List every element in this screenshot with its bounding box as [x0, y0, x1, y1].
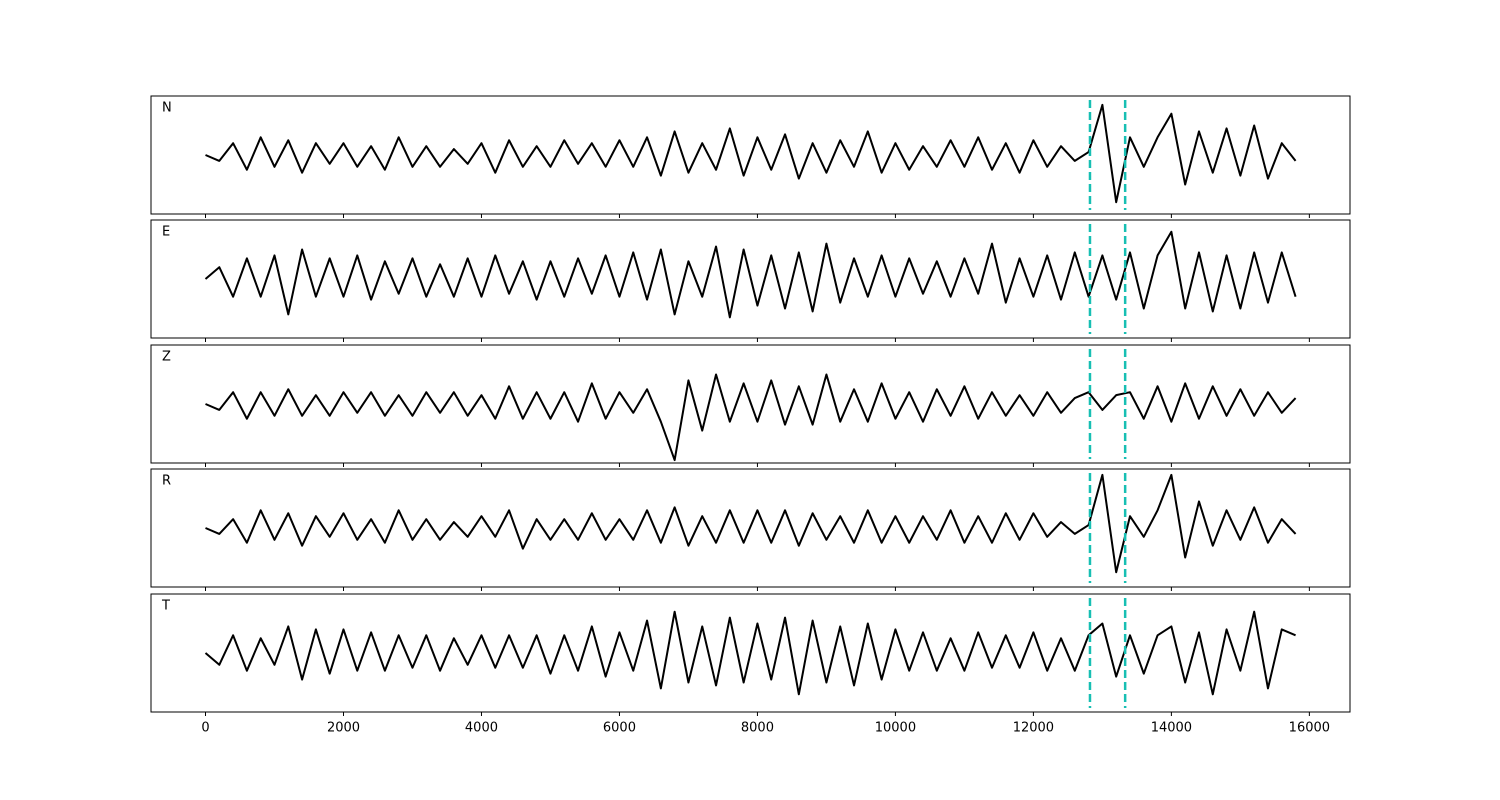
panel-label: E	[162, 225, 170, 240]
trace	[204, 610, 1296, 696]
panel-label: R	[162, 474, 171, 489]
panel-label: N	[162, 101, 172, 116]
panel-frame	[150, 344, 1351, 464]
panel-frame	[150, 219, 1351, 339]
panel-frame	[150, 593, 1351, 713]
x-tick-label: 8000	[741, 721, 774, 736]
trace	[204, 230, 1297, 319]
panel-label: Z	[162, 350, 171, 365]
x-tick-label: 12000	[1013, 721, 1054, 736]
x-tick-label: 14000	[1151, 721, 1192, 736]
x-tick-label: 16000	[1289, 721, 1330, 736]
trace	[205, 103, 1297, 204]
panel-label: T	[161, 599, 170, 614]
trace	[205, 473, 1297, 574]
x-tick-label: 10000	[875, 721, 916, 736]
x-tick-label: 0	[201, 721, 209, 736]
panel-frame	[150, 468, 1351, 588]
trace	[205, 373, 1297, 462]
x-tick-label: 6000	[603, 721, 636, 736]
x-tick-label: 2000	[327, 721, 360, 736]
x-tick-label: 4000	[465, 721, 498, 736]
panel-frame	[150, 95, 1351, 215]
